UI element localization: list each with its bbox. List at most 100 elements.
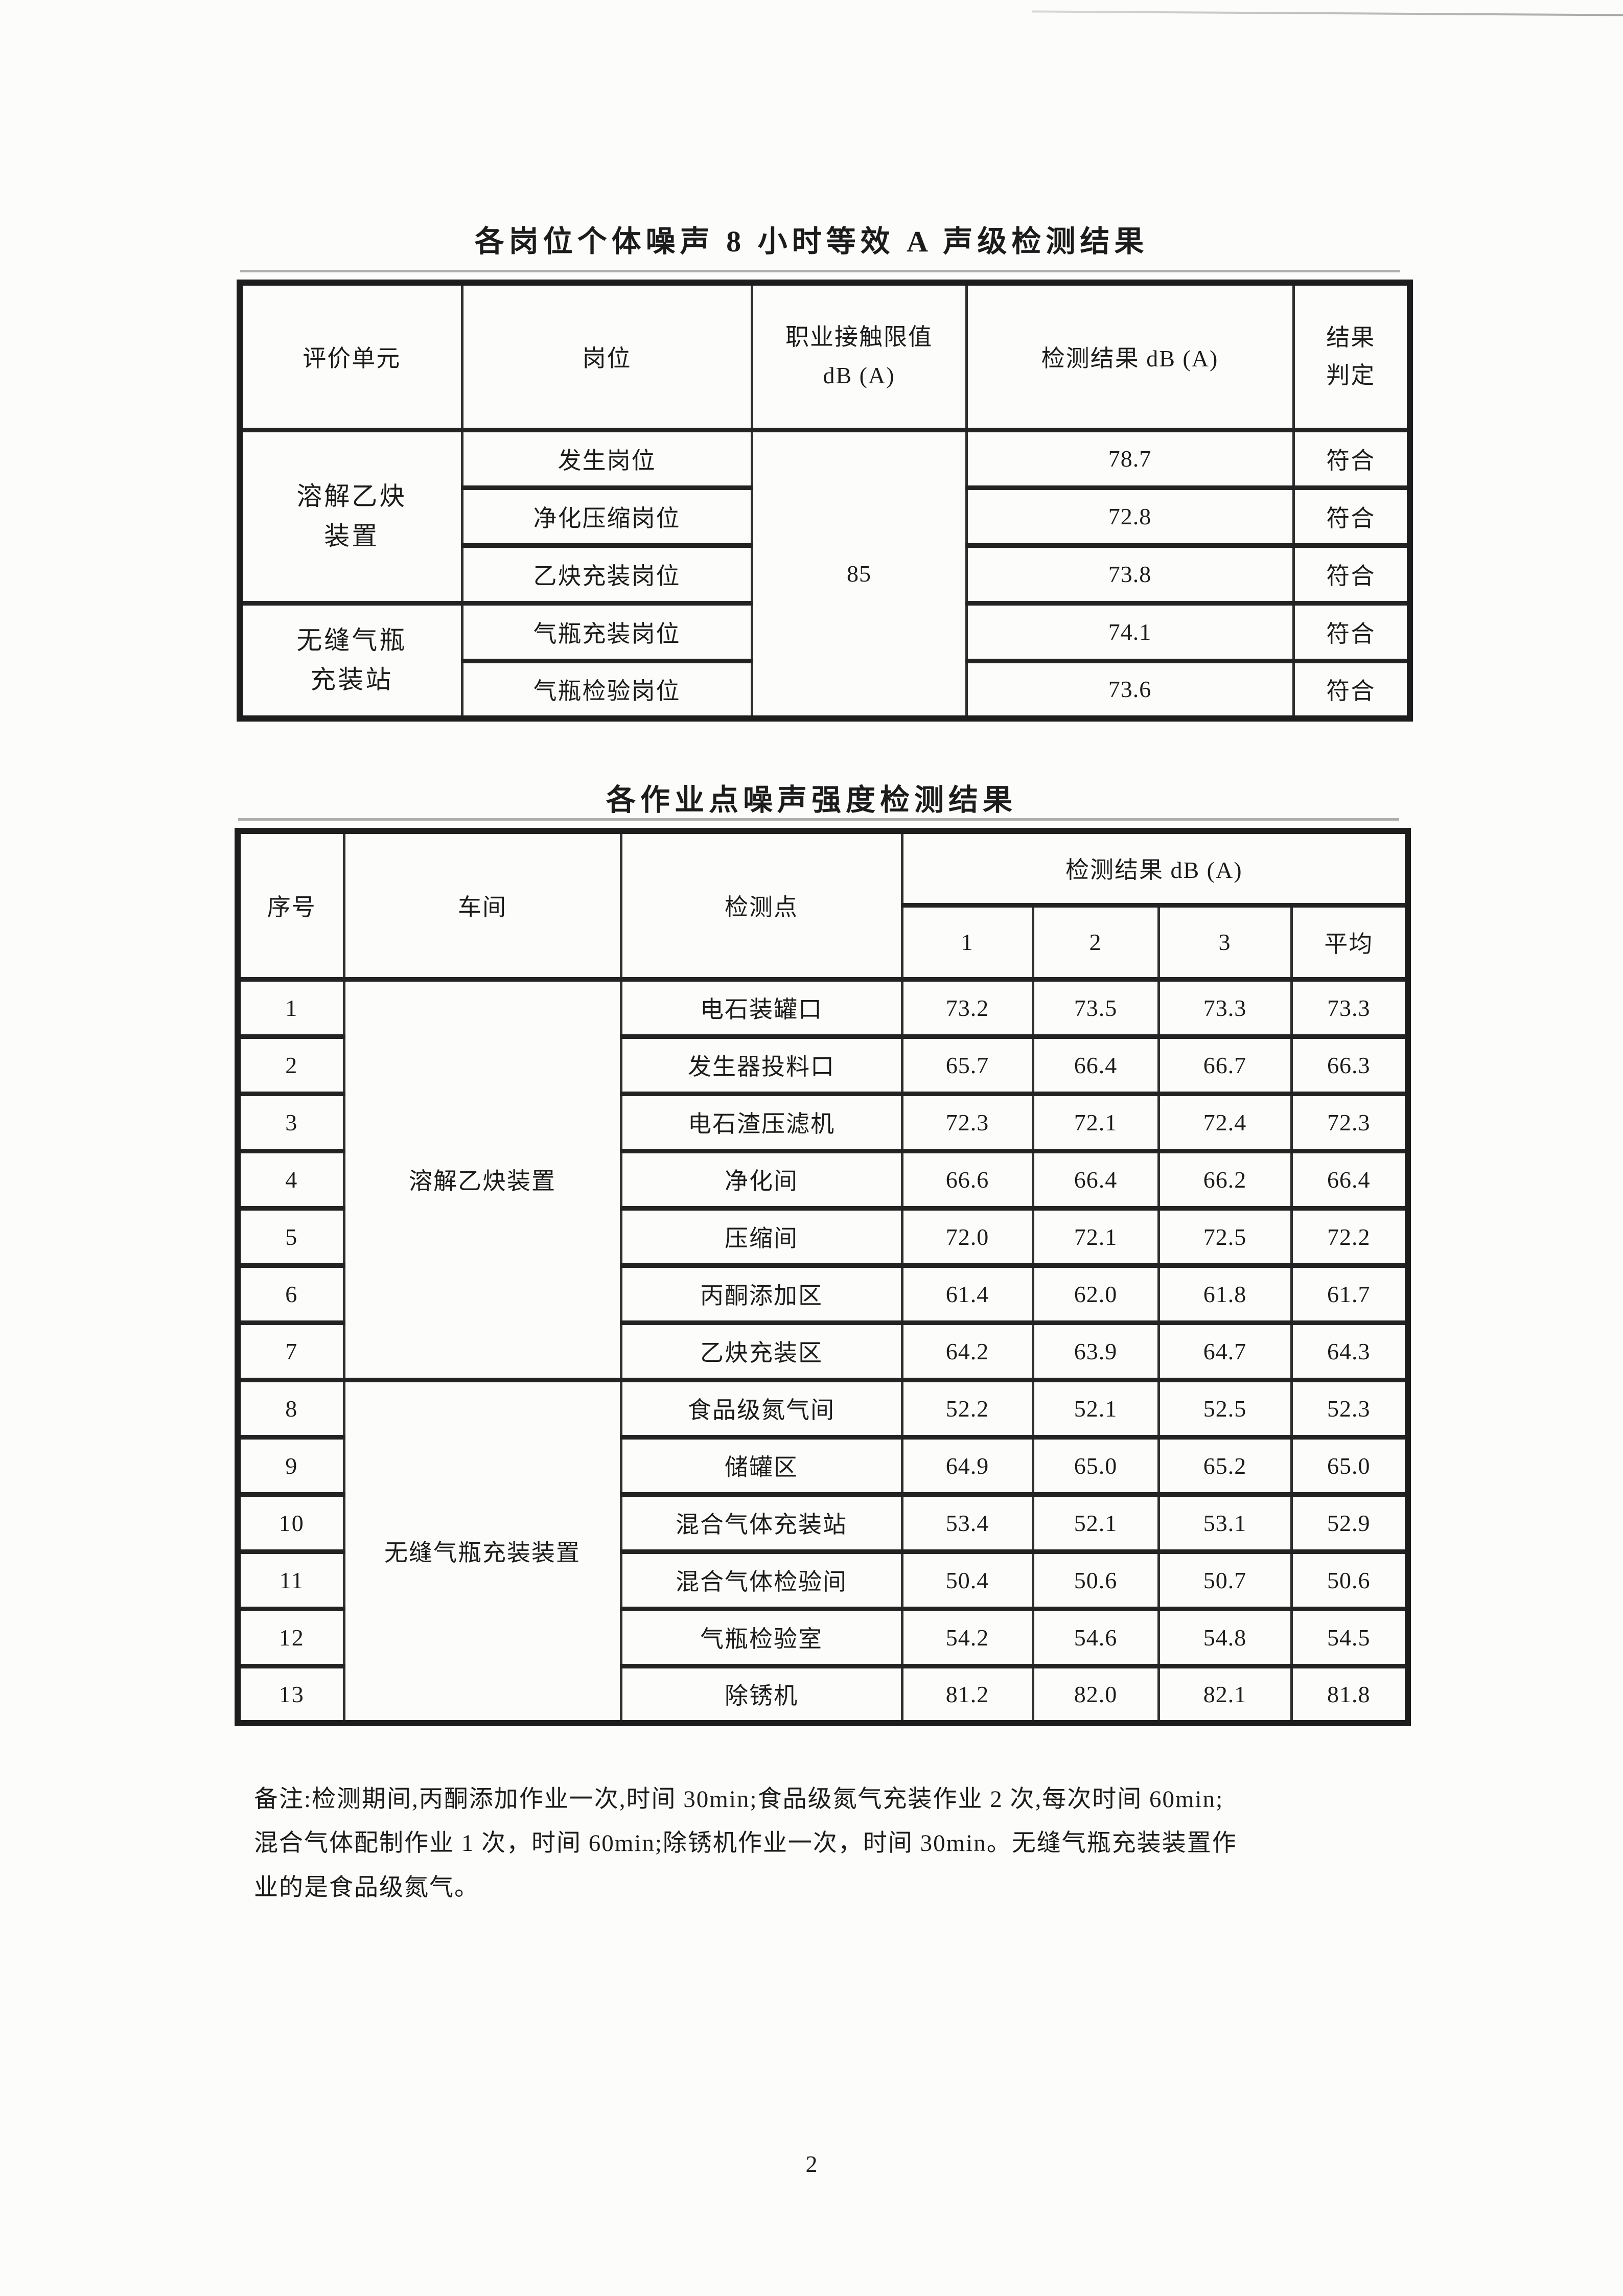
- point-cell: 电石渣压滤机: [619, 1091, 903, 1153]
- value-3-cell: 72.4: [1157, 1091, 1293, 1153]
- value-avg-cell: 64.3: [1290, 1320, 1409, 1382]
- table-subheader-row: 1 2 3 平均: [238, 902, 1409, 982]
- post-cell: 乙炔充装岗位: [460, 543, 753, 606]
- no-cell: 3: [236, 1091, 345, 1153]
- table-row: 9 储罐区 64.9 65.0 65.2 65.0: [236, 1434, 1409, 1497]
- table-row: 4 净化间 66.6 66.4 66.2 66.4: [236, 1148, 1409, 1211]
- no-cell: 9: [236, 1434, 345, 1497]
- value-2-cell: 66.4: [1031, 1148, 1160, 1211]
- value-avg-cell: 52.3: [1290, 1377, 1409, 1440]
- value-avg-cell: 50.6: [1290, 1549, 1409, 1611]
- value-2-cell: 62.0: [1031, 1263, 1160, 1325]
- value-2-cell: 72.1: [1031, 1091, 1160, 1153]
- point-cell: 气瓶检验室: [619, 1606, 903, 1668]
- header-sub-3: 3: [1157, 902, 1293, 982]
- value-avg-cell: 72.2: [1290, 1205, 1409, 1268]
- header-sub-1: 1: [900, 902, 1034, 982]
- result-cell: 73.6: [965, 658, 1295, 721]
- value-3-cell: 66.7: [1157, 1034, 1293, 1096]
- unit-cell-acetylene: 溶解乙炔 装置: [238, 427, 463, 606]
- value-1-cell: 52.2: [900, 1377, 1034, 1440]
- table-row: 气瓶检验岗位 73.6 符合: [240, 658, 1411, 721]
- judgement-cell: 符合: [1292, 600, 1411, 663]
- table1-title: 各岗位个体噪声 8 小时等效 A 声级检测结果: [474, 225, 1149, 258]
- point-cell: 混合气体检验间: [619, 1549, 903, 1611]
- table-row: 13 除锈机 81.2 82.0 82.1 81.8: [236, 1663, 1409, 1726]
- header-judgement: 结果 判定: [1292, 280, 1411, 432]
- value-2-cell: 66.4: [1031, 1034, 1160, 1096]
- value-3-cell: 53.1: [1157, 1492, 1293, 1554]
- value-2-cell: 52.1: [1031, 1377, 1160, 1440]
- result-cell: 72.8: [965, 485, 1295, 548]
- value-1-cell: 65.7: [900, 1034, 1034, 1096]
- table-row: 11 混合气体检验间 50.4 50.6 50.7 50.6: [236, 1549, 1409, 1611]
- value-1-cell: 64.9: [900, 1434, 1034, 1497]
- table2-title: 各作业点噪声强度检测结果: [606, 783, 1017, 817]
- value-3-cell: 52.5: [1157, 1377, 1293, 1440]
- value-2-cell: 73.5: [1031, 977, 1160, 1039]
- point-cell: 丙酮添加区: [619, 1263, 903, 1325]
- result-cell: 74.1: [965, 600, 1295, 663]
- no-cell: 13: [236, 1663, 345, 1726]
- value-3-cell: 72.5: [1157, 1205, 1293, 1268]
- value-2-cell: 65.0: [1031, 1434, 1160, 1497]
- header-point: 检测点: [619, 828, 903, 982]
- value-1-cell: 53.4: [900, 1492, 1034, 1554]
- point-cell: 混合气体充装站: [619, 1492, 903, 1554]
- value-1-cell: 64.2: [900, 1320, 1034, 1382]
- judgement-cell: 符合: [1292, 427, 1411, 490]
- judgement-cell: 符合: [1292, 658, 1411, 721]
- value-1-cell: 66.6: [900, 1148, 1034, 1211]
- header-workshop: 车间: [342, 828, 622, 982]
- scan-double-line: [240, 270, 1400, 272]
- value-1-cell: 54.2: [900, 1606, 1034, 1668]
- value-avg-cell: 61.7: [1290, 1263, 1409, 1325]
- personal-noise-table: 评价单元 岗位 职业接触限值 dB (A) 检测结果 dB (A) 结果 判定 …: [237, 280, 1413, 722]
- value-1-cell: 72.0: [900, 1205, 1034, 1268]
- point-cell: 乙炔充装区: [619, 1320, 903, 1382]
- value-3-cell: 50.7: [1157, 1549, 1293, 1611]
- value-3-cell: 54.8: [1157, 1606, 1293, 1668]
- table-row: 乙炔充装岗位 73.8 符合: [240, 543, 1411, 606]
- table-header-row: 序号 车间 检测点 检测结果 dB (A): [236, 828, 1409, 982]
- workshop-cell-cylinder: 无缝气瓶充装装置: [342, 1377, 622, 1726]
- value-1-cell: 72.3: [900, 1091, 1034, 1153]
- point-cell: 净化间: [619, 1148, 903, 1211]
- header-sub-2: 2: [1031, 902, 1160, 982]
- value-2-cell: 52.1: [1031, 1492, 1160, 1554]
- value-1-cell: 73.2: [900, 977, 1034, 1039]
- point-cell: 电石装罐口: [619, 977, 903, 1039]
- table-row: 净化压缩岗位 72.8 符合: [240, 485, 1411, 548]
- no-cell: 8: [236, 1377, 345, 1440]
- result-cell: 78.7: [965, 427, 1295, 490]
- table-row: 2 发生器投料口 65.7 66.4 66.7 66.3: [236, 1034, 1409, 1096]
- post-cell: 气瓶充装岗位: [460, 600, 753, 663]
- judgement-cell: 符合: [1292, 543, 1411, 606]
- table-row: 5 压缩间 72.0 72.1 72.5 72.2: [236, 1205, 1409, 1268]
- scan-artifact-line: [1032, 10, 1623, 16]
- point-cell: 食品级氮气间: [619, 1377, 903, 1440]
- no-cell: 7: [236, 1320, 345, 1382]
- header-limit: 职业接触限值 dB (A): [750, 280, 968, 432]
- footnote-text: 备注:检测期间,丙酮添加作业一次,时间 30min;食品级氮气充装作业 2 次,…: [254, 1786, 1237, 1901]
- value-2-cell: 50.6: [1031, 1549, 1160, 1611]
- value-2-cell: 72.1: [1031, 1205, 1160, 1268]
- header-result: 检测结果 dB (A): [965, 280, 1295, 432]
- value-2-cell: 54.6: [1031, 1606, 1160, 1668]
- result-cell: 73.8: [965, 543, 1295, 606]
- value-avg-cell: 66.4: [1290, 1148, 1409, 1211]
- value-2-cell: 82.0: [1031, 1663, 1160, 1726]
- no-cell: 10: [236, 1492, 345, 1554]
- point-cell: 发生器投料口: [619, 1034, 903, 1096]
- value-1-cell: 50.4: [900, 1549, 1034, 1611]
- workpoint-noise-table: 序号 车间 检测点 检测结果 dB (A) 1 2 3 平均 1 溶解乙炔装置 …: [235, 828, 1411, 1726]
- value-avg-cell: 52.9: [1290, 1492, 1409, 1554]
- point-cell: 压缩间: [619, 1205, 903, 1268]
- header-result-group: 检测结果 dB (A): [900, 828, 1409, 908]
- no-cell: 11: [236, 1549, 345, 1611]
- value-3-cell: 73.3: [1157, 977, 1293, 1039]
- page-number: 2: [805, 2151, 818, 2177]
- point-cell: 储罐区: [619, 1434, 903, 1497]
- value-1-cell: 61.4: [900, 1263, 1034, 1325]
